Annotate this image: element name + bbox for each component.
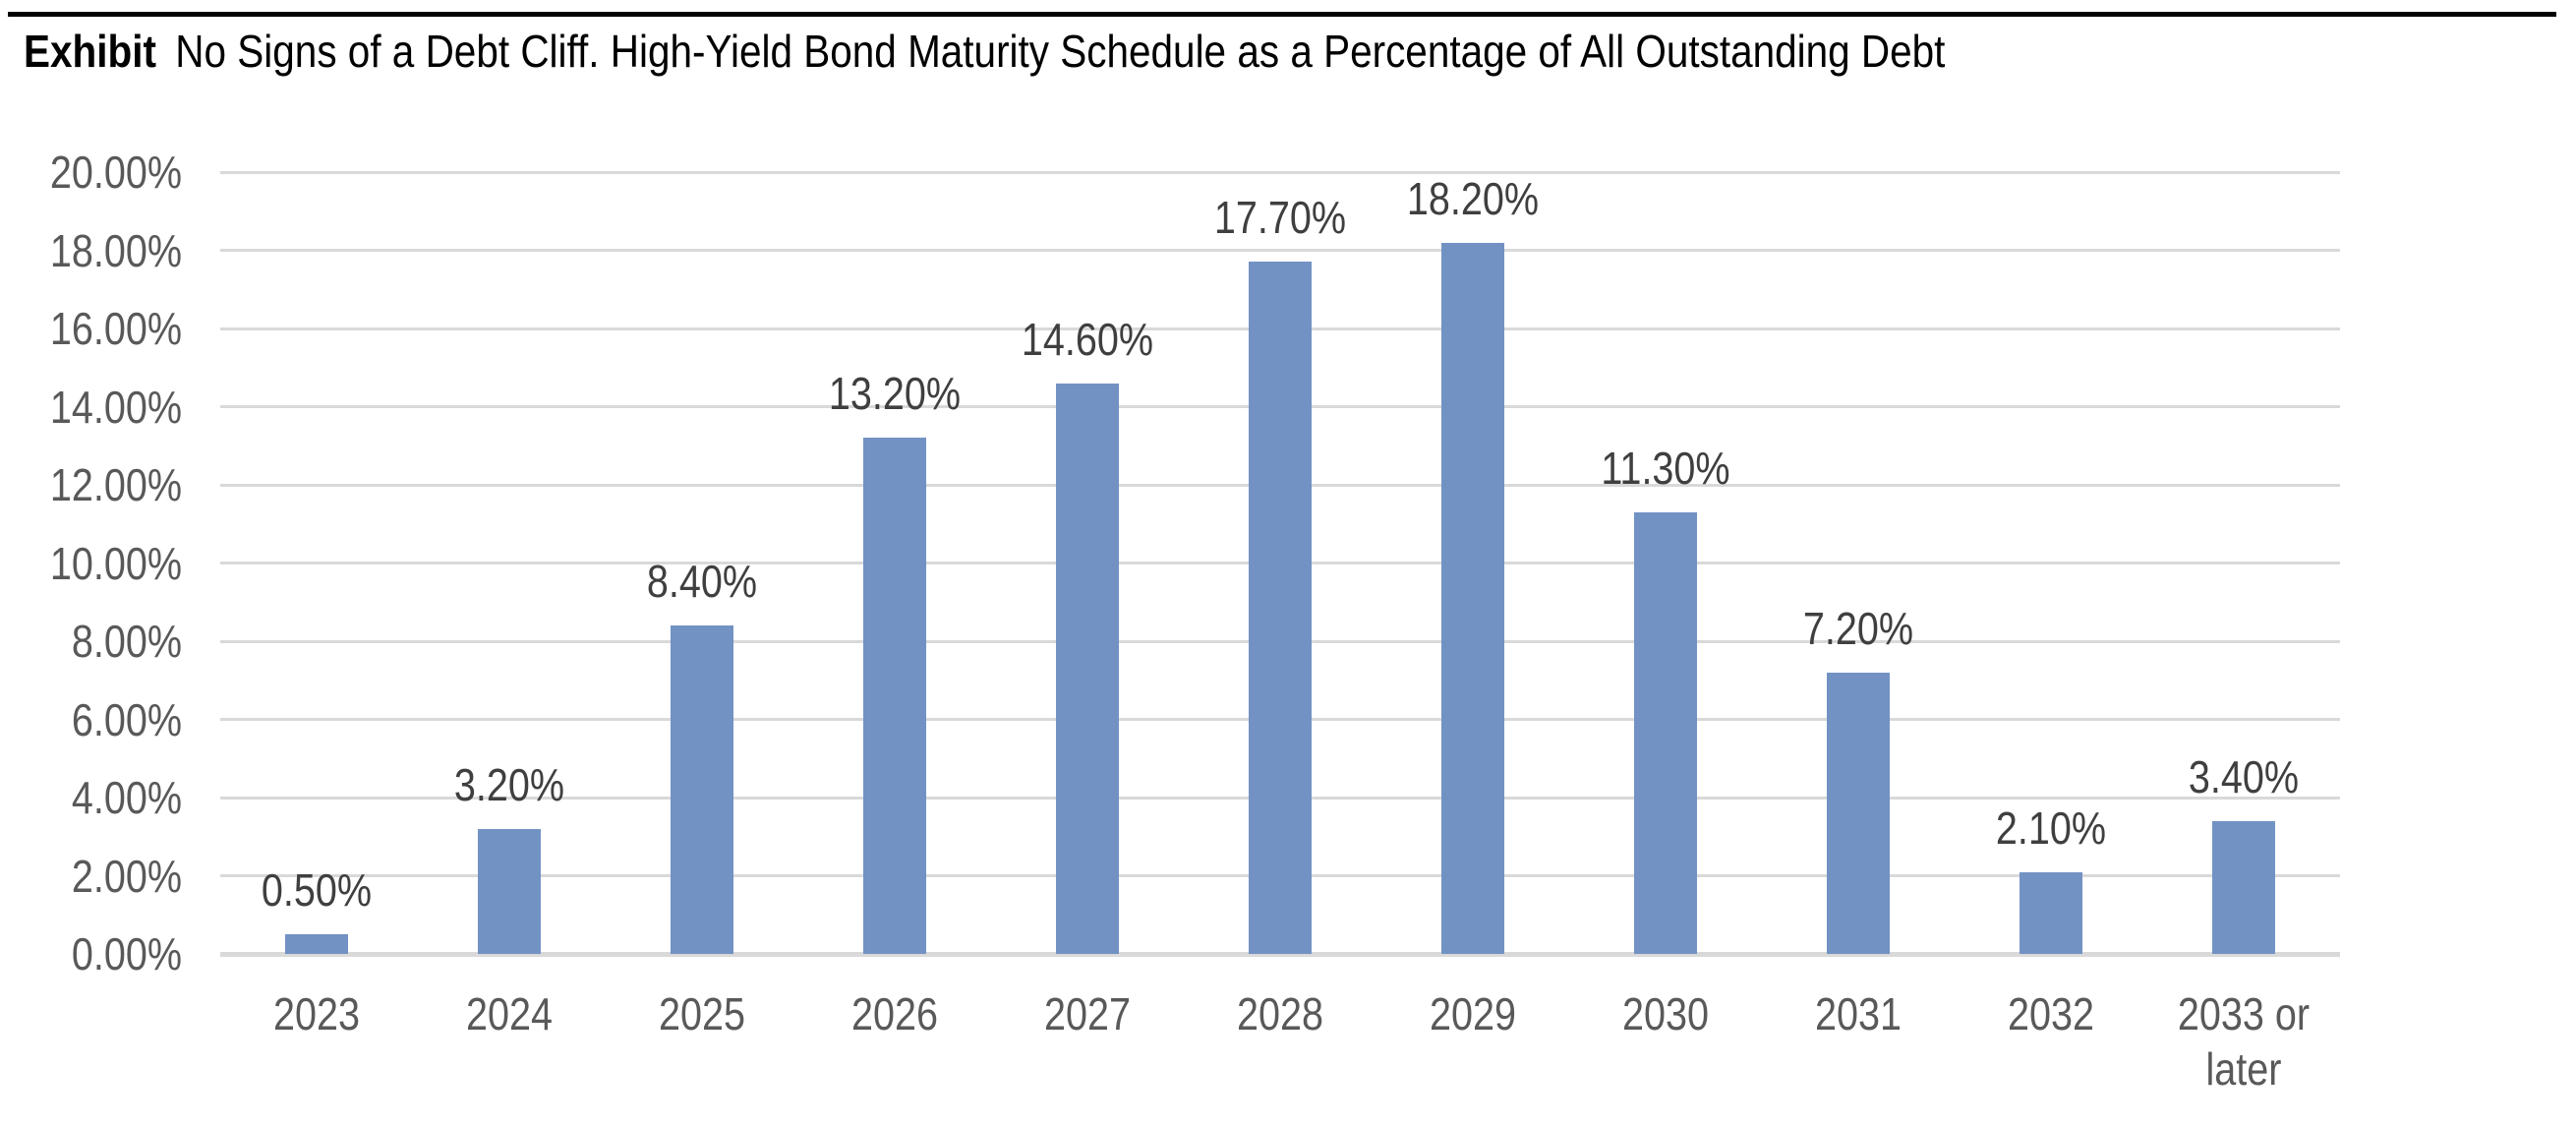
y-tick-label: 8.00% [71,616,182,667]
bar-data-label: 11.30% [1601,443,1730,494]
y-tick-label: 12.00% [49,459,183,510]
bar-2024 [478,829,541,954]
bar-data-label: 18.20% [1406,173,1540,224]
y-tick-label: 2.00% [71,850,182,902]
x-tick-label: 2027 [1043,988,1132,1039]
y-tick-label: 20.00% [49,147,183,198]
bar-2023 [285,934,348,954]
x-tick-label: 2023 [272,988,361,1039]
x-tick-label: 2030 [1621,988,1710,1039]
x-axis: 2023 2024 2025 2026 2027 2028 2029 2030 2031 2032… [220,986,2340,1114]
x-tick-label: 2029 [1429,988,1517,1039]
bar-2033 [2212,821,2275,954]
x-tick-label: 2033 or later [2177,988,2311,1095]
exhibit-label: Exhibit [24,26,156,77]
bar-data-label: 3.40% [2188,751,2300,802]
y-tick-label: 6.00% [71,693,182,745]
x-tick-label: 2031 [1814,988,1903,1039]
bar-2031 [1827,673,1890,954]
x-tick-label: 2028 [1236,988,1324,1039]
bar-data-label: 17.70% [1213,192,1347,243]
y-axis: 0.00% 2.00% 4.00% 6.00% 8.00% 10.00% 12.00% 14.… [0,149,183,977]
bar-2029 [1441,243,1504,954]
gridline [220,249,2340,252]
bar-data-label: 0.50% [261,864,373,916]
x-tick-label: 2025 [658,988,746,1039]
chart-title-text: No Signs of a Debt Cliff. High-Yield Bon… [175,26,1946,77]
y-tick-label: 10.00% [49,537,183,589]
x-tick-label: 2026 [850,988,939,1039]
bar-2030 [1634,512,1697,954]
baseline [220,952,2340,957]
bar-2028 [1249,262,1312,954]
y-tick-label: 14.00% [49,381,183,433]
bar-data-label: 8.40% [646,556,758,607]
bar-2032 [2020,872,2082,954]
gridline [220,170,2340,174]
y-tick-label: 18.00% [49,224,183,276]
bar-2025 [671,625,733,954]
plot-area: 0.50% 3.20% 8.40% 13.20% 14.60% 17.70% 18.20% 1… [220,170,2340,957]
x-tick-label: 2024 [465,988,554,1039]
bar-2026 [863,438,926,954]
bar-data-label: 2.10% [1995,802,2107,854]
bar-2027 [1056,384,1119,954]
y-tick-label: 4.00% [71,772,182,823]
y-tick-label: 0.00% [71,928,182,979]
bar-data-label: 14.60% [1021,314,1154,365]
top-rule [8,12,2556,17]
chart-title: Exhibit No Signs of a Debt Cliff. High-Yi… [24,26,1945,77]
bar-data-label: 13.20% [828,368,962,419]
bar-data-label: 3.20% [453,759,565,810]
x-tick-label: 2032 [2007,988,2095,1039]
y-tick-label: 16.00% [49,303,183,354]
bar-data-label: 7.20% [1802,603,1914,654]
